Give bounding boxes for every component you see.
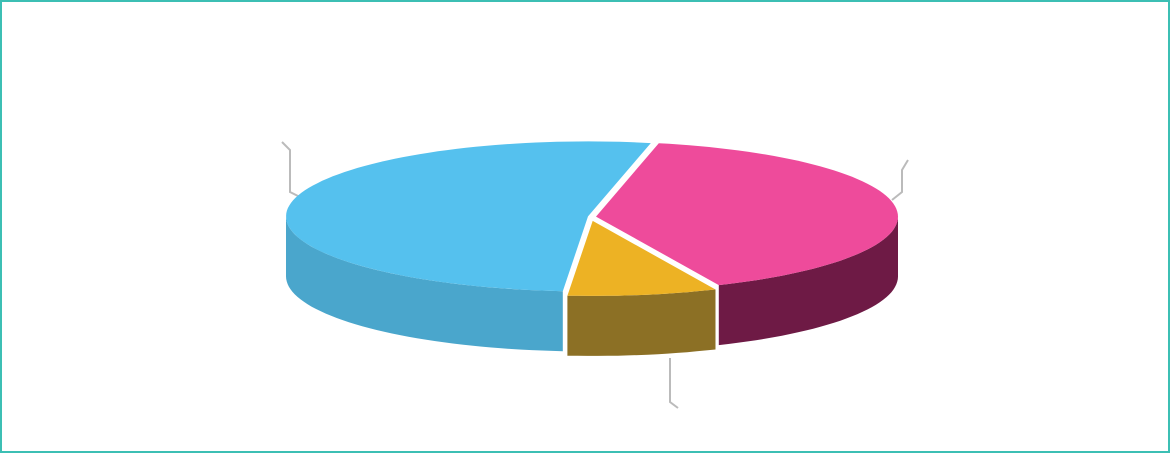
slice [286,141,651,292]
slice-side [286,216,563,352]
leader-line [281,141,299,197]
slice-side [567,289,716,356]
leader-line [669,358,679,409]
slice-sides [286,216,898,356]
slice [596,143,898,286]
slice-tops [286,141,898,296]
leader-line [891,159,909,201]
slice-side [718,216,898,346]
slice [567,220,716,296]
